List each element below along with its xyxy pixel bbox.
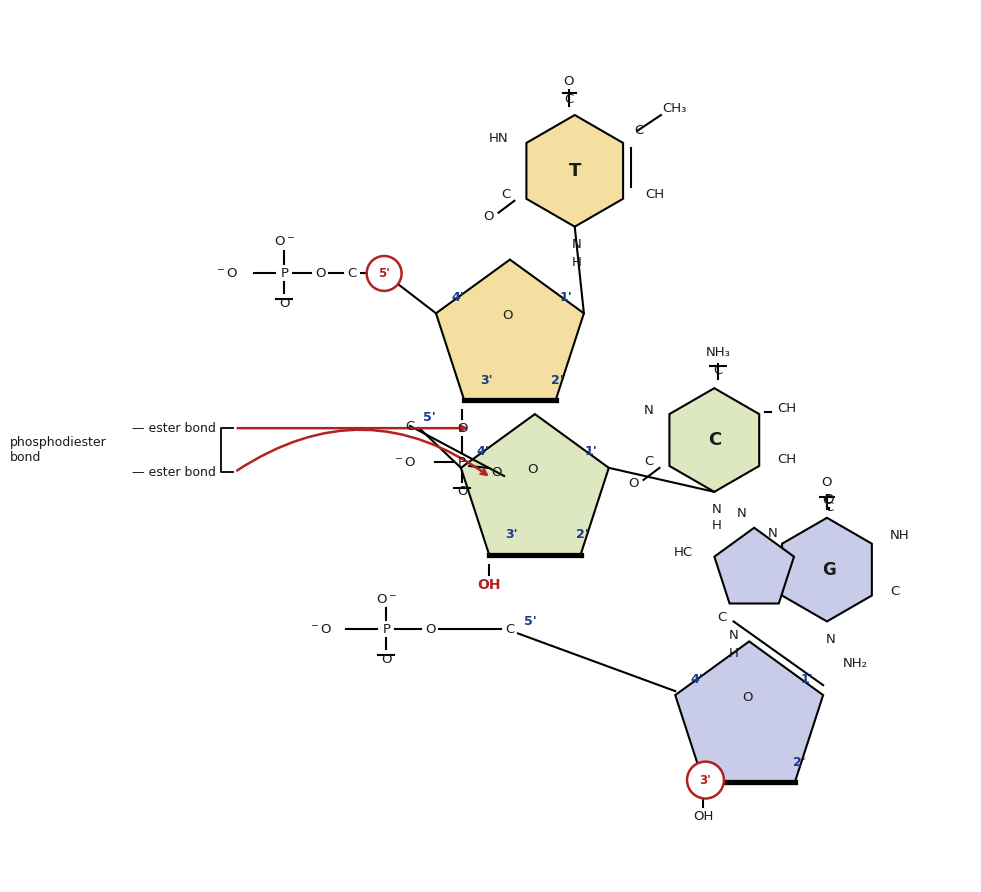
Circle shape [367, 256, 401, 291]
Text: C: C [347, 267, 357, 280]
Text: O: O [822, 476, 832, 490]
Text: $^-$O: $^-$O [392, 456, 416, 468]
Text: O: O [457, 485, 468, 499]
Text: 5': 5' [524, 615, 537, 628]
Text: NH: NH [890, 529, 909, 542]
Text: O: O [280, 297, 289, 310]
Text: O: O [490, 466, 501, 478]
Polygon shape [782, 517, 872, 622]
Text: NH₂: NH₂ [843, 657, 867, 670]
Text: O: O [563, 75, 574, 87]
Text: O: O [484, 211, 493, 223]
Polygon shape [714, 528, 794, 604]
Text: N: N [572, 238, 582, 252]
Text: CH: CH [777, 453, 797, 467]
Text: OH: OH [694, 811, 713, 823]
Text: C: C [635, 125, 644, 137]
Text: N: N [826, 633, 836, 646]
Text: O$^-$: O$^-$ [376, 593, 397, 606]
Text: P: P [281, 267, 288, 280]
Text: 5': 5' [423, 411, 436, 425]
Text: 4': 4' [477, 445, 490, 458]
Text: 2': 2' [576, 528, 589, 541]
Text: H: H [711, 519, 721, 533]
Polygon shape [436, 260, 584, 401]
Text: O$^-$: O$^-$ [274, 235, 295, 248]
Text: 5': 5' [379, 267, 390, 280]
Polygon shape [669, 388, 759, 491]
Text: HC: HC [673, 546, 693, 559]
Text: O: O [824, 493, 834, 507]
Text: C: C [824, 501, 834, 515]
Text: N: N [767, 527, 777, 541]
Text: 1': 1' [800, 673, 813, 686]
Text: P: P [383, 623, 390, 636]
Text: P: P [458, 456, 466, 468]
Text: C: C [890, 585, 899, 598]
Text: — ester bond: — ester bond [132, 466, 216, 478]
Text: C: C [505, 623, 515, 636]
Text: C: C [645, 456, 653, 468]
Text: 4': 4' [451, 291, 464, 304]
Text: NH₃: NH₃ [706, 346, 731, 359]
Polygon shape [675, 641, 823, 782]
Text: CH: CH [645, 188, 664, 202]
Text: O: O [742, 690, 752, 704]
Text: C: C [822, 494, 832, 508]
Text: — ester bond: — ester bond [132, 422, 216, 434]
Text: 1': 1' [585, 445, 597, 458]
Text: C: C [405, 420, 415, 434]
Text: 2': 2' [551, 374, 564, 387]
Text: OH: OH [478, 578, 501, 591]
Text: C: C [564, 93, 573, 105]
Polygon shape [461, 414, 609, 555]
Text: H: H [729, 647, 739, 660]
Text: 1': 1' [559, 291, 572, 304]
Text: C: C [713, 364, 723, 376]
Text: H: H [572, 256, 582, 269]
Text: C: C [707, 431, 721, 449]
Text: O: O [381, 653, 391, 665]
Text: T: T [569, 161, 581, 180]
Text: N: N [737, 508, 747, 520]
Text: 3': 3' [505, 528, 517, 541]
Text: 3': 3' [699, 773, 711, 787]
Text: $^-$O: $^-$O [309, 623, 333, 636]
Text: N: N [644, 403, 653, 417]
Circle shape [687, 762, 724, 798]
Text: N: N [729, 629, 739, 642]
Text: C: C [501, 188, 510, 202]
Text: $^-$O: $^-$O [215, 267, 238, 280]
Text: N: N [711, 503, 721, 516]
Text: O: O [425, 623, 436, 636]
Text: O: O [457, 422, 468, 434]
Text: O: O [528, 464, 539, 476]
Text: O: O [502, 309, 513, 322]
Text: O: O [628, 477, 639, 491]
Text: CH: CH [777, 401, 797, 415]
Text: G: G [822, 560, 836, 579]
Text: 4': 4' [691, 673, 703, 686]
Text: 3': 3' [480, 374, 492, 387]
Text: 2': 2' [793, 756, 805, 769]
Text: phosphodiester
bond: phosphodiester bond [10, 436, 106, 464]
Text: C: C [717, 611, 726, 624]
Text: CH₃: CH₃ [663, 102, 687, 114]
Text: O: O [315, 267, 326, 280]
Text: HN: HN [489, 132, 508, 145]
Polygon shape [527, 115, 623, 227]
